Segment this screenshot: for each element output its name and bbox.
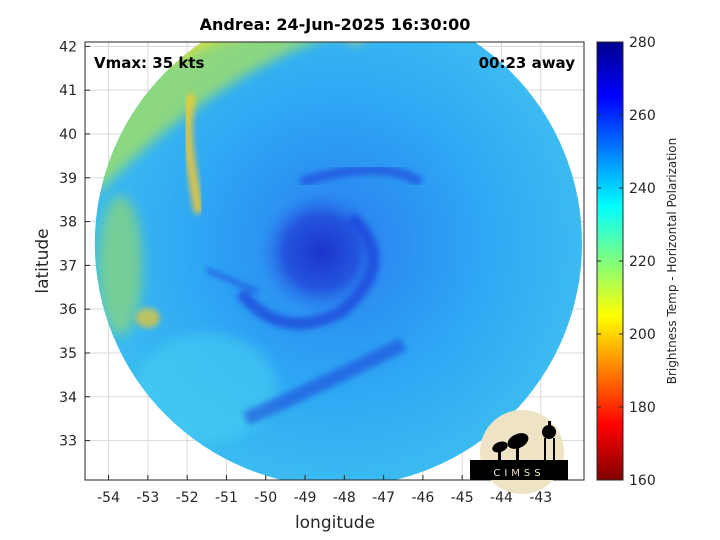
x-tick-label: -54 [97, 490, 120, 506]
x-tick-label: -50 [254, 490, 277, 506]
cimss-logo-text: CIMSS [493, 468, 544, 479]
chart-title: Andrea: 24-Jun-2025 16:30:00 [200, 15, 471, 34]
x-tick-label: -43 [529, 490, 552, 506]
spiral-band [299, 164, 424, 188]
x-tick-label: -51 [215, 490, 238, 506]
x-axis: -54 -53 -52 -51 -50 -49 -48 -47 -46 -45 -44 -43 [97, 475, 552, 506]
warm-edge-west [98, 195, 143, 336]
colorbar-tick-label: 240 [629, 181, 656, 197]
x-tick-label: -49 [294, 490, 317, 506]
spiral-band [206, 267, 259, 294]
y-tick-label: 38 [59, 215, 77, 231]
x-tick-label: -46 [411, 490, 434, 506]
warm-band-north [94, 42, 583, 195]
x-tick-label: -44 [490, 490, 513, 506]
colorbar-tick-label: 260 [629, 108, 656, 124]
cimss-logo: CIMSS [470, 410, 568, 494]
x-tick-label: -53 [136, 490, 159, 506]
x-axis-label: longitude [295, 513, 375, 533]
brightness-temperature-field [94, 42, 583, 480]
colorbar-tick-label: 220 [629, 254, 656, 270]
colorbar-label: Brightness Temp - Horizontal Polarizatio… [665, 138, 679, 385]
y-axis: 33 34 35 36 37 38 39 40 41 42 [59, 39, 90, 450]
colorbar-tick-label: 180 [629, 400, 656, 416]
y-tick-label: 42 [59, 39, 77, 55]
colorbar-tick-label: 160 [629, 473, 656, 489]
time-offset-annotation: 00:23 away [479, 54, 576, 72]
spiral-band [243, 337, 407, 426]
y-tick-label: 39 [59, 171, 77, 187]
x-tick-label: -47 [372, 490, 395, 506]
spiral-band [236, 212, 380, 330]
y-tick-label: 33 [59, 434, 77, 450]
y-tick-label: 36 [59, 302, 77, 318]
y-tick-label: 40 [59, 127, 77, 143]
y-tick-label: 37 [59, 258, 77, 274]
warm-spot [135, 307, 160, 328]
plot-border [84, 41, 585, 481]
colorbar-tick-label: 280 [629, 35, 656, 51]
y-tick-label: 34 [59, 390, 77, 406]
warm-streak [182, 93, 204, 214]
x-tick-label: -48 [333, 490, 356, 506]
vmax-annotation: Vmax: 35 kts [94, 54, 204, 72]
cyan-region-sw [136, 333, 277, 444]
y-tick-label: 35 [59, 346, 77, 362]
colorbar-ticks: 160 180 200 220 240 260 280 [597, 35, 656, 489]
y-axis-label: latitude [33, 228, 53, 293]
y-tick-label: 41 [59, 83, 77, 99]
colorbar-tick-label: 200 [629, 327, 656, 343]
x-tick-label: -45 [451, 490, 474, 506]
x-tick-label: -52 [176, 490, 199, 506]
